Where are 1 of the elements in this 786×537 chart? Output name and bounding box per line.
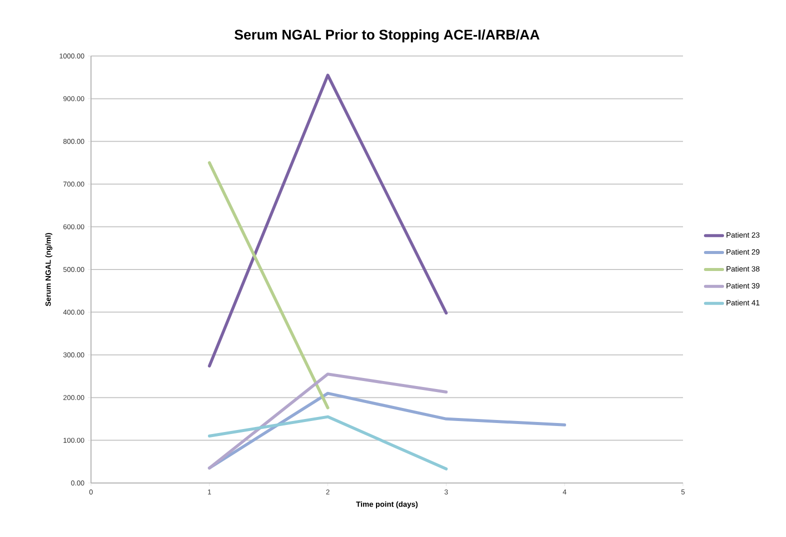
chart-title: Serum NGAL Prior to Stopping ACE-I/ARB/AA — [234, 29, 540, 42]
